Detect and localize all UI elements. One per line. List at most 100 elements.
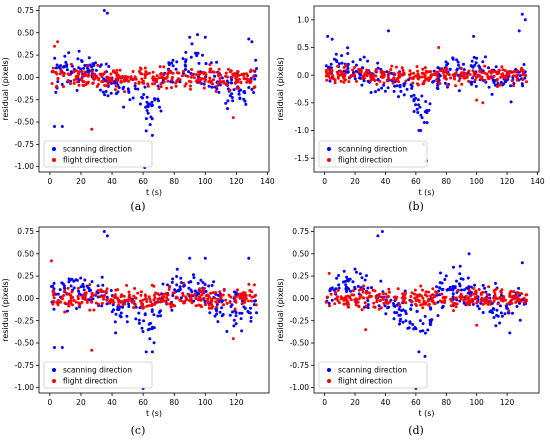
flight-point bbox=[521, 78, 525, 82]
flight-point bbox=[219, 297, 223, 301]
scanning-point bbox=[346, 52, 350, 55]
flight-point bbox=[173, 304, 177, 308]
scanning-point bbox=[366, 59, 370, 63]
flight-point bbox=[145, 304, 149, 308]
scanning-point bbox=[423, 314, 427, 318]
scanning-point bbox=[408, 320, 412, 324]
flight-point bbox=[196, 70, 200, 74]
flight-point bbox=[136, 291, 140, 295]
y-tick-label: 1.0 bbox=[297, 15, 309, 24]
flight-point bbox=[169, 305, 173, 309]
scanning-point bbox=[133, 87, 137, 91]
flight-point bbox=[500, 288, 504, 292]
scanning-point bbox=[193, 289, 197, 293]
scanning-point bbox=[87, 56, 91, 60]
flight-point bbox=[228, 300, 232, 304]
scanning-point bbox=[370, 286, 373, 290]
scanning-point bbox=[141, 330, 145, 333]
flight-point bbox=[76, 294, 80, 298]
flight-point bbox=[122, 294, 126, 298]
flight-point bbox=[325, 72, 329, 76]
flight-point bbox=[476, 74, 480, 78]
legend-label: flight direction bbox=[338, 377, 393, 386]
flight-point bbox=[382, 81, 386, 85]
scatter-panel-2: 0 20 40 60 80 100 120 140 -1.5 -1.0 -0.5 0.0 0.5 1.0 t… bbox=[276, 5, 545, 197]
flight-point bbox=[177, 77, 180, 81]
flight-point bbox=[237, 73, 241, 77]
flight-point bbox=[215, 305, 219, 309]
flight-point bbox=[90, 348, 94, 352]
flight-point bbox=[170, 302, 174, 306]
scanning-point bbox=[467, 285, 471, 289]
scanning-point bbox=[523, 70, 527, 74]
flight-point bbox=[187, 299, 191, 302]
flight-point bbox=[471, 300, 475, 304]
flight-point bbox=[122, 79, 126, 83]
scanning-point bbox=[494, 324, 498, 328]
flight-point bbox=[347, 80, 351, 84]
scanning-point bbox=[109, 91, 113, 95]
scanning-point bbox=[431, 80, 435, 84]
scanning-point bbox=[104, 90, 108, 93]
flight-point bbox=[446, 84, 450, 87]
scanning-point bbox=[61, 282, 65, 286]
scanning-point bbox=[418, 319, 422, 323]
flight-point bbox=[222, 81, 226, 85]
scanning-point bbox=[398, 305, 402, 309]
x-tick-label: 60 bbox=[138, 177, 148, 186]
flight-point bbox=[396, 287, 400, 291]
scanning-point bbox=[248, 311, 252, 315]
flight-point bbox=[183, 84, 187, 88]
scanning-point bbox=[109, 289, 113, 292]
flight-point bbox=[85, 298, 89, 302]
legend-marker bbox=[52, 368, 56, 372]
flight-point bbox=[342, 298, 346, 302]
flight-point bbox=[80, 70, 84, 73]
scanning-point bbox=[470, 82, 473, 86]
flight-point bbox=[247, 282, 251, 286]
flight-point bbox=[499, 83, 503, 87]
scanning-point bbox=[403, 289, 407, 293]
scanning-point bbox=[79, 67, 83, 71]
flight-point bbox=[62, 71, 65, 75]
flight-point bbox=[459, 297, 463, 301]
flight-point bbox=[254, 303, 258, 307]
flight-point bbox=[189, 84, 192, 88]
flight-point bbox=[503, 69, 507, 73]
scanning-point bbox=[175, 60, 179, 64]
flight-point bbox=[475, 323, 479, 327]
flight-point bbox=[206, 297, 210, 301]
flight-point bbox=[443, 76, 446, 80]
scanning-point bbox=[212, 280, 216, 284]
scanning-point bbox=[481, 60, 485, 64]
flight-point bbox=[154, 291, 158, 295]
y-tick-label: 0.00 bbox=[292, 294, 309, 303]
flight-point bbox=[216, 81, 220, 85]
scanning-point bbox=[54, 90, 58, 94]
scanning-point bbox=[226, 99, 230, 103]
scanning-point bbox=[500, 314, 504, 318]
y-tick-label: 0.0 bbox=[297, 71, 309, 80]
scanning-point bbox=[99, 88, 102, 92]
scanning-point bbox=[150, 100, 154, 104]
flight-point bbox=[107, 300, 111, 304]
flight-point bbox=[421, 288, 424, 292]
flight-point bbox=[129, 75, 133, 79]
y-tick-label: 0.25 bbox=[17, 272, 34, 281]
flight-point bbox=[324, 74, 328, 78]
scanning-point bbox=[342, 269, 346, 273]
scanning-point bbox=[330, 298, 334, 302]
scanning-point bbox=[81, 282, 85, 286]
scanning-point bbox=[170, 308, 174, 312]
flight-point bbox=[427, 76, 431, 80]
scanning-point bbox=[426, 328, 430, 332]
flight-point bbox=[394, 65, 398, 69]
flight-point bbox=[501, 68, 505, 72]
flight-point bbox=[394, 298, 398, 301]
flight-point bbox=[339, 297, 343, 301]
flight-point bbox=[210, 306, 214, 310]
flight-point bbox=[158, 76, 162, 80]
flight-point bbox=[429, 70, 433, 74]
flight-point bbox=[351, 289, 355, 293]
flight-point bbox=[53, 44, 56, 48]
